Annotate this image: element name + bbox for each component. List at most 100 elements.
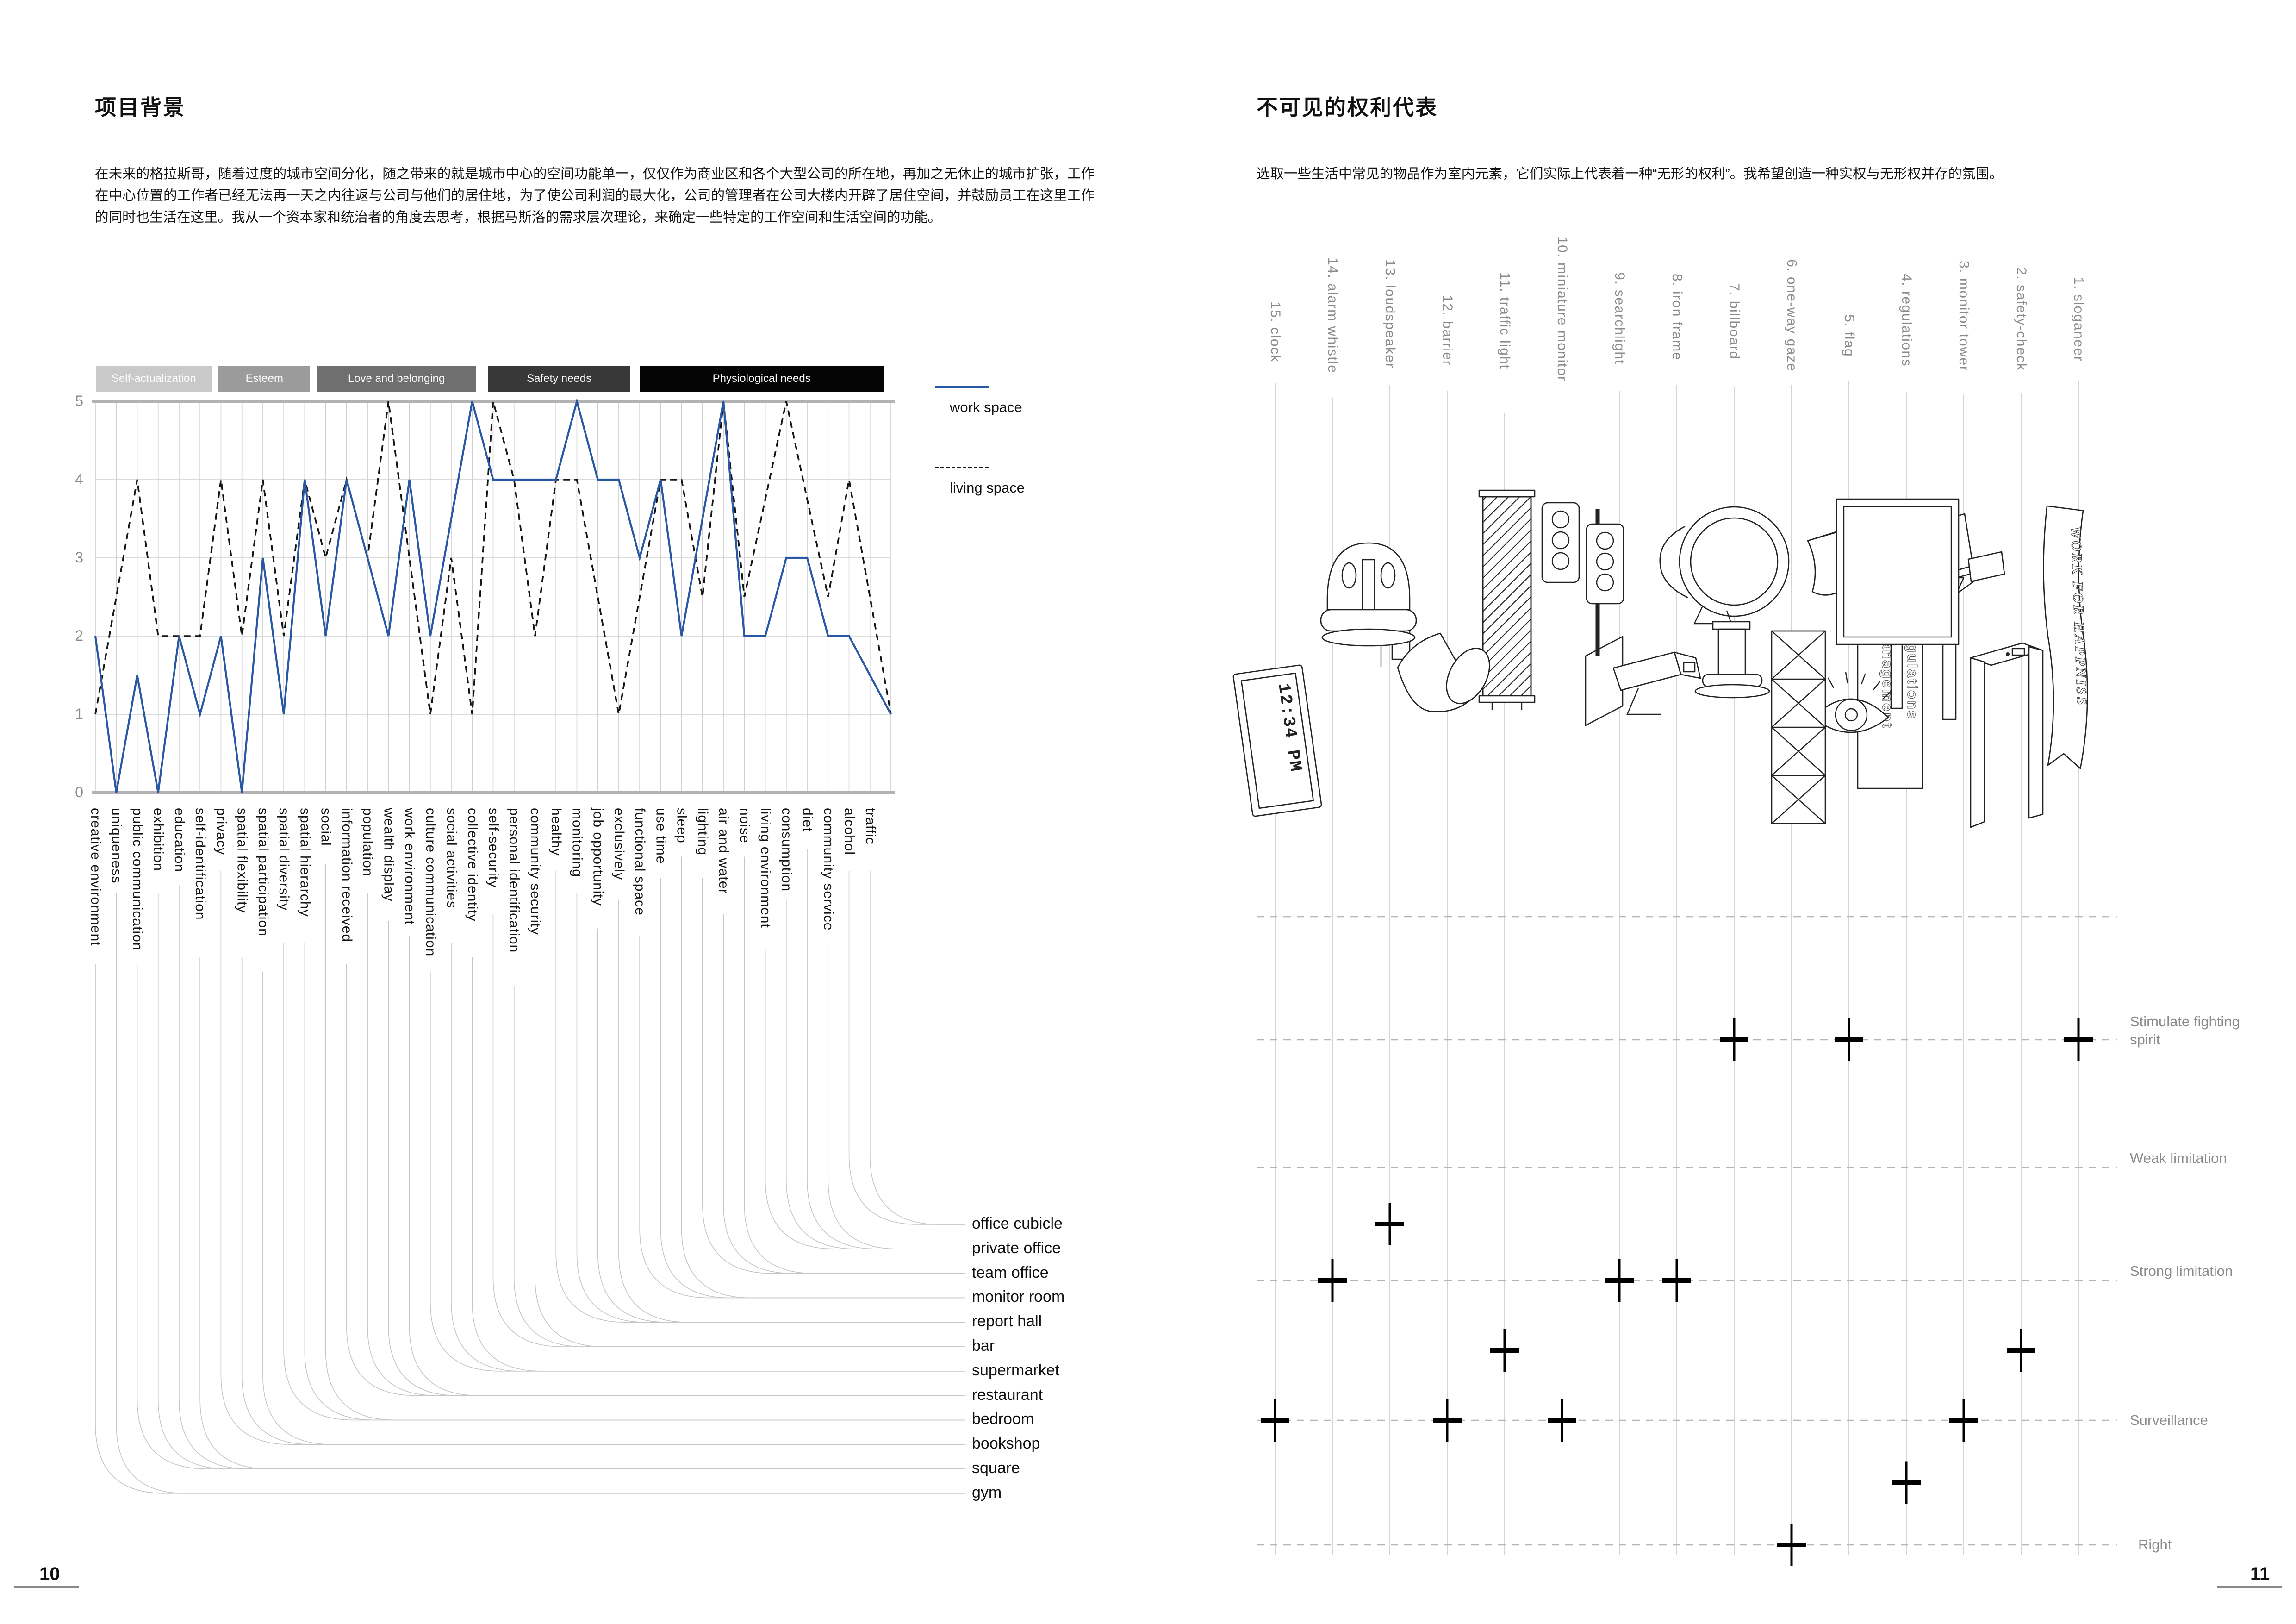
category-to-space-curve (220, 871, 965, 1445)
left-page-title: 项目背景 (95, 95, 186, 119)
category-label: exclusively (611, 808, 627, 881)
plus-marker-iron-frame (1662, 1259, 1691, 1302)
plus-marker-one-way-gaze (1777, 1524, 1806, 1566)
right-page-number: 11 (2250, 1564, 2270, 1584)
right-page-paragraph: 选取一些生活中常见的物品作为室内元素，它们实际上代表着一种“无形的权利”。我希望… (1257, 166, 2003, 181)
category-to-space-curve (639, 936, 965, 1299)
category-to-space-curve (576, 893, 965, 1323)
legend-label-work-space: work space (950, 399, 1022, 415)
category-to-space-curve (765, 950, 965, 1249)
category-to-space-curve (786, 899, 965, 1249)
category-label: community security (527, 808, 543, 935)
eye-icon (1812, 672, 1892, 733)
item-label-alarm-whistle: 14. alarm whistle (1325, 257, 1340, 374)
category-label: consumption (778, 808, 794, 892)
category-label: spatial participation (255, 808, 271, 937)
billboard-icon (1836, 498, 1960, 709)
row-label-stimulate-fighting-spirit: Stimulate fighting spirit (2130, 1013, 2240, 1048)
needs-band-love-and-belonging: Love and belonging (317, 366, 476, 392)
category-label: spatial diversity (276, 808, 292, 911)
category-label: use time (653, 808, 669, 864)
item-label-loudspeaker: 13. loudspeaker (1382, 259, 1398, 369)
category-to-space-curve (492, 914, 965, 1347)
plus-marker-flag (1835, 1018, 1863, 1061)
space-label-private-office: private office (972, 1239, 1061, 1257)
category-label: education (171, 808, 187, 873)
item-label-regulations: 4. regulations (1899, 274, 1914, 367)
space-label-report-hall: report hall (972, 1312, 1042, 1330)
work-space-line-sample (935, 386, 989, 388)
y-tick-3: 3 (75, 549, 83, 566)
item-label-iron-frame: 8. iron frame (1669, 274, 1685, 361)
space-label-bookshop: bookshop (972, 1435, 1040, 1453)
living-space-line (94, 401, 892, 715)
category-label: noise (737, 808, 753, 843)
y-tick-0: 0 (75, 784, 83, 800)
left-page-number: 10 (39, 1564, 60, 1584)
alarm-beacon-icon (1320, 542, 1417, 647)
row-label-weak-limitation: Weak limitation (2130, 1150, 2227, 1166)
category-to-space-curve (535, 950, 965, 1347)
category-to-space-curve (304, 943, 965, 1421)
category-label: social activities (444, 808, 460, 909)
category-to-space-curve (95, 964, 965, 1494)
category-to-space-curve (744, 856, 965, 1274)
category-to-space-curve (723, 914, 965, 1274)
living-space-line-sample (935, 467, 989, 468)
item-label-safety-check: 2. safety-check (2014, 267, 2029, 371)
category-to-space-curve (513, 986, 965, 1347)
item-label-miniature-monitor: 10. miniature monitor (1555, 237, 1570, 382)
space-label-monitor-room: monitor room (972, 1288, 1065, 1306)
needs-band-self-actualization: Self-actualization (96, 366, 212, 392)
space-label-team-office: team office (972, 1263, 1049, 1281)
digital-clock-icon: 12:34 PM (1232, 664, 1322, 817)
category-to-space-curve (618, 899, 965, 1323)
truss-tower-icon (1771, 630, 1826, 824)
needs-band-esteem: Esteem (218, 366, 311, 392)
item-label-flag: 5. flag (1842, 314, 1857, 357)
y-tick-2: 2 (75, 627, 83, 644)
category-to-space-curve (199, 957, 965, 1469)
category-to-space-curve (660, 878, 965, 1299)
space-label-supermarket: supermarket (972, 1361, 1059, 1379)
category-label: functional space (632, 808, 648, 916)
category-label: information received (339, 808, 355, 943)
category-to-space-curve (807, 849, 965, 1249)
item-label-billboard: 7. billboard (1727, 283, 1742, 360)
row-label-strong-limitation: Strong limitation (2130, 1263, 2233, 1279)
category-label: self-security (485, 808, 501, 888)
category-label: community service (821, 808, 836, 931)
category-label: traffic (862, 808, 878, 845)
category-label: population (360, 808, 376, 877)
category-to-space-curve (346, 964, 965, 1396)
category-to-space-curve (367, 893, 965, 1396)
security-gate-icon (1970, 642, 2044, 828)
legend-label-living-space: living space (950, 480, 1025, 496)
item-label-one-way-gaze: 6. one-way gaze (1784, 259, 1799, 372)
space-label-restaurant: restaurant (972, 1386, 1043, 1404)
category-to-space-curve (283, 943, 965, 1421)
category-to-space-curve (451, 943, 965, 1372)
plus-marker-monitor-tower (1949, 1399, 1978, 1442)
cctv-camera-icon (1585, 636, 1701, 726)
category-label: lighting (695, 808, 710, 856)
category-label: monitoring (569, 808, 585, 878)
left-page-paragraph: 在未来的格拉斯哥，随着过度的城市空间分化，随之带来的就是城市中心的空间功能单一，… (95, 166, 1095, 225)
category-label: self-identification (193, 808, 208, 920)
category-label: culture communication (423, 808, 438, 957)
category-label: work environment (402, 808, 417, 925)
plus-marker-clock (1261, 1399, 1289, 1442)
item-label-traffic-light: 11. traffic light (1497, 272, 1512, 369)
category-to-space-curve (241, 957, 965, 1445)
category-label: wealth display (381, 808, 397, 902)
category-to-space-curve (388, 921, 965, 1396)
category-to-space-curve (325, 864, 965, 1421)
category-to-space-curve (179, 885, 965, 1469)
plus-marker-safety-check (2007, 1329, 2035, 1372)
category-label: diet (800, 808, 815, 832)
category-label: social (318, 808, 334, 846)
space-label-bar: bar (972, 1337, 995, 1355)
category-to-space-curve (681, 856, 965, 1299)
